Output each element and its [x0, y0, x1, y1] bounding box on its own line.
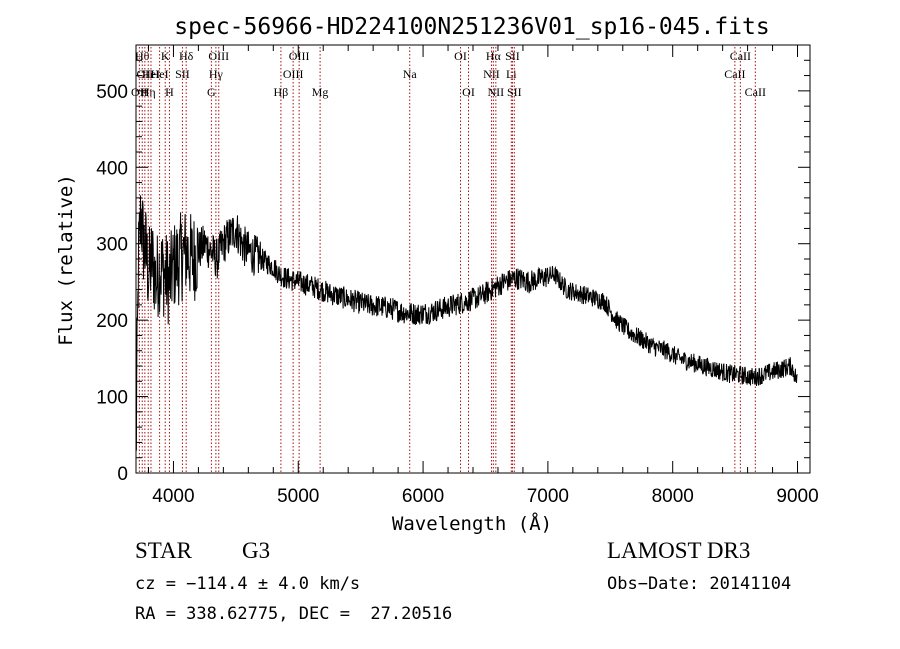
line-marker-label-2: OII: [137, 67, 154, 81]
survey-label: LAMOST DR3: [607, 538, 751, 563]
line-marker-label-18: OI: [454, 49, 467, 63]
line-marker-label-8: SII: [175, 67, 190, 81]
line-marker-label-0: OII: [131, 85, 148, 99]
line-marker-label-13: Hβ: [274, 85, 289, 99]
plot-frame: [135, 44, 811, 474]
line-marker-label-28: CaII: [745, 85, 766, 99]
y-tick-label-3: 300: [96, 235, 128, 256]
redshift-velocity: cz = −114.4 ± 4.0 km/s: [135, 574, 361, 594]
y-tick-label-1: 100: [96, 388, 128, 409]
y-tick-label-4: 400: [96, 158, 128, 179]
line-marker-label-16: Mg: [312, 85, 329, 99]
line-marker-label-24: SII: [505, 49, 520, 63]
line-marker-label-12: OIII: [208, 49, 229, 63]
line-marker-label-25: SII: [507, 85, 522, 99]
coordinates: RA = 338.62775, DEC = 27.20516: [135, 604, 453, 624]
x-tick-label-0: 4000: [152, 486, 194, 507]
x-tick-label-1: 5000: [277, 486, 319, 507]
spectrum-series: [135, 195, 798, 451]
x-tick-label-5: 9000: [776, 486, 818, 507]
y-axis-label: Flux (relative): [55, 174, 77, 346]
line-marker-label-3: Hη: [141, 85, 156, 99]
line-marker-label-6: K: [161, 49, 170, 63]
y-axis: 0 100 200 300 400 500: [96, 59, 810, 485]
line-marker-label-17: Na: [403, 67, 418, 81]
observation-date: Obs−Date: 20141104: [607, 574, 792, 594]
line-marker-label-10: G: [207, 85, 216, 99]
spectrum-line: [135, 195, 798, 451]
y-tick-label-5: 500: [96, 82, 128, 103]
line-marker-label-20: NII: [483, 67, 500, 81]
line-marker-label-9: Hδ: [179, 49, 194, 63]
chart-title: spec-56966-HD224100N251236V01_sp16-045.f…: [174, 14, 769, 40]
x-tick-label-4: 8000: [652, 486, 694, 507]
line-marker-label-26: CaII: [724, 67, 745, 81]
line-marker-label-22: NII: [488, 85, 505, 99]
line-marker-label-15: OIII: [289, 49, 310, 63]
line-marker-label-4: HeI: [142, 67, 160, 81]
x-tick-label-3: 7000: [527, 486, 569, 507]
line-marker-label-19: OI: [462, 85, 475, 99]
line-marker-label-7: H: [165, 85, 174, 99]
line-marker-label-5: HeI: [151, 67, 169, 81]
x-axis: 4000 5000 6000 7000 8000 9000: [147, 45, 819, 507]
emission-line-markers: OIIHθOIIHηHeIHeIKHSIIHδGHγOIIIHβOIIIOIII…: [131, 47, 766, 473]
line-marker-label-1: Hθ: [135, 49, 150, 63]
line-marker-label-11: Hγ: [209, 67, 224, 81]
x-axis-label: Wavelength (Å): [392, 512, 552, 535]
line-marker-label-27: CaII: [730, 49, 751, 63]
y-tick-label-2: 200: [96, 311, 128, 332]
line-marker-label-23: Li: [506, 67, 517, 81]
line-marker-label-14: OIII: [283, 67, 304, 81]
object-subclass: G3: [242, 538, 271, 563]
line-marker-label-21: Hα: [486, 49, 502, 63]
x-tick-label-2: 6000: [402, 486, 444, 507]
y-tick-label-0: 0: [117, 464, 128, 485]
object-class: STAR: [135, 538, 192, 563]
